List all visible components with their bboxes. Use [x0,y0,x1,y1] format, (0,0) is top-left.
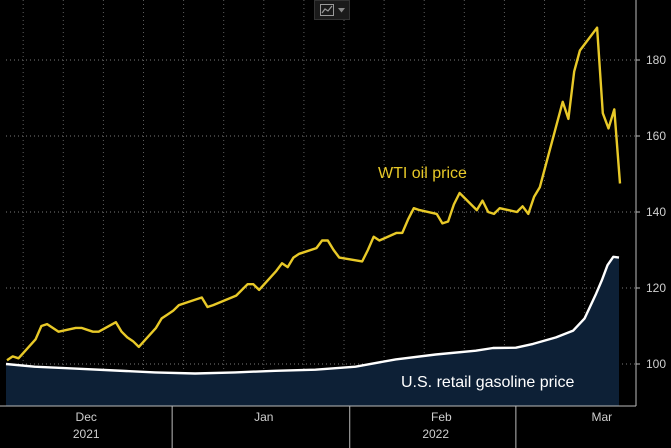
chart-type-menu[interactable] [314,0,350,20]
line-chart-icon [319,4,334,16]
y-tick-label: 140 [646,205,666,219]
x-year-label: 2021 [73,427,100,441]
x-tick-label: Feb [431,410,452,424]
x-tick-label: Dec [76,410,97,424]
y-tick-label: 180 [646,53,666,67]
gasoline-area-layer [6,256,619,406]
wti-series-label: WTI oil price [378,165,467,182]
y-tick-label: 120 [646,281,666,295]
dropdown-arrow-icon [337,7,345,12]
x-tick-label: Jan [254,410,273,424]
gasoline-area-fill [6,256,619,406]
x-year-label: 2022 [422,427,449,441]
x-tick-label: Mar [591,410,612,424]
gasoline-price-line [5,255,620,375]
y-tick-label: 160 [646,129,666,143]
y-tick-label: 100 [646,357,666,371]
wti-price-line [6,26,622,362]
gasoline-series-label: U.S. retail gasoline price [401,374,575,391]
series-lines-layer [5,26,622,375]
